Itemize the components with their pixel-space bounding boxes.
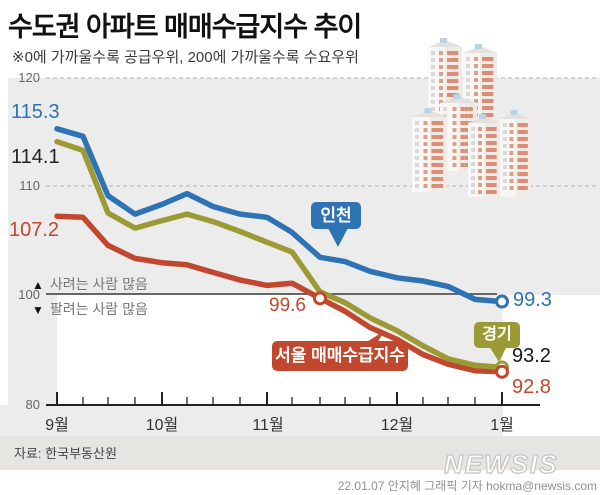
x-tick-oct: 10월	[145, 417, 179, 434]
seoul-start-value: 107.2	[9, 219, 60, 241]
chart-subtitle: ※0에 가까울수록 공급우위, 200에 가까울수록 수요우위	[12, 49, 359, 66]
seoul-series-label: 서울 매매수급지수	[272, 341, 408, 371]
x-tick-nov: 11월	[252, 417, 284, 434]
source-band	[0, 436, 600, 470]
data-source: 자료: 한국부동산원	[14, 446, 117, 461]
note-sellers-many: ▼ 팔려는 사람 많음	[32, 299, 148, 319]
y-tick-80: 80	[25, 397, 40, 412]
note-buyers-many: ▲ 사려는 사람 많음	[32, 274, 148, 294]
incheon-series-label: 인천	[311, 202, 361, 229]
x-tick-jan: 1월	[490, 417, 514, 434]
incheon-start-value: 115.3	[11, 101, 60, 123]
y-tick-120: 120	[18, 70, 40, 85]
gyeonggi-end-value: 93.2	[512, 345, 551, 367]
apartment-buildings-illustration	[412, 38, 531, 197]
down-triangle-icon: ▼	[32, 303, 44, 317]
gyeonggi-start-value: 114.1	[11, 146, 60, 168]
seoul-end-value: 92.8	[512, 376, 551, 398]
up-triangle-icon: ▲	[32, 278, 44, 292]
y-tick-100: 100	[18, 287, 40, 302]
note-up-text: 사려는 사람 많음	[49, 276, 148, 292]
x-tick-dec: 12월	[380, 417, 414, 434]
byline-credit: 22.01.07 안지혜 그래픽 기자 hokma@newsis.com	[337, 479, 597, 493]
month-label-band	[0, 405, 503, 436]
page-title: 수도권 아파트 매매수급지수 추이	[8, 12, 362, 42]
seoul-mid-value: 99.6	[269, 295, 306, 316]
note-down-text: 팔려는 사람 많음	[49, 301, 148, 317]
newsis-logo: NEWSIS	[443, 448, 559, 479]
incheon-end-value: 99.3	[513, 289, 552, 311]
gyeonggi-series-label: 경기	[474, 322, 520, 348]
y-tick-110: 110	[19, 178, 40, 193]
x-tick-sep: 9월	[45, 417, 69, 434]
